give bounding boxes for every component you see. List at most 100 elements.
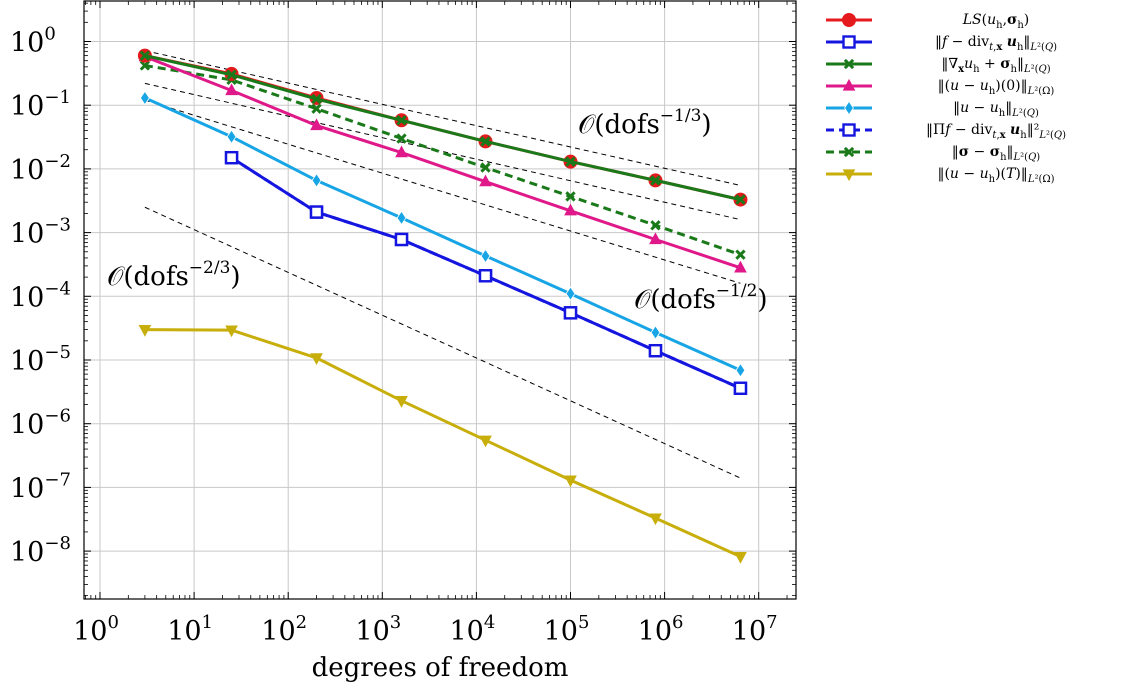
y-tick-label-exp: −3 bbox=[44, 215, 71, 236]
marker-x bbox=[565, 191, 576, 202]
annotation-rate-one-half: 𝒪(dofs−1/2) bbox=[634, 281, 768, 315]
plot-frame bbox=[83, 0, 797, 600]
marker-diamond bbox=[650, 325, 661, 340]
y-tick-label: 10−5 bbox=[10, 342, 71, 377]
marker-diamond bbox=[844, 100, 854, 116]
legend-label: ‖Πf − divt,x uh‖²L²(Q) bbox=[926, 122, 1066, 141]
series-line bbox=[144, 55, 741, 270]
marker-diamond bbox=[396, 210, 407, 226]
legend-label-box: ‖σ − σh‖L²(Q) bbox=[952, 144, 1040, 163]
legend-entry: LS(uh,σh) bbox=[826, 12, 1030, 31]
x-tick-label-base: 10 bbox=[167, 616, 201, 647]
marker-square bbox=[842, 123, 856, 137]
x-tick-label-exp: 4 bbox=[484, 612, 495, 633]
legend-entry: ‖∇xuh + σh‖L²(Q) bbox=[826, 56, 1051, 75]
marker-x bbox=[311, 93, 322, 105]
x-tick-label: 101 bbox=[167, 612, 213, 647]
annotation-rate-one-half-text: 𝒪(dofs bbox=[634, 285, 716, 315]
reference-line bbox=[144, 82, 741, 221]
legend-label-box: ‖f − divt,x uh‖L²(Q) bbox=[935, 34, 1057, 53]
y-tick-label-exp: −1 bbox=[44, 87, 71, 108]
series-3 bbox=[138, 49, 747, 273]
marker-square bbox=[733, 381, 748, 395]
marker-x bbox=[735, 249, 746, 260]
annotation-rate-one-third: 𝒪(dofs−1/3) bbox=[578, 106, 712, 140]
marker-triangle bbox=[734, 260, 747, 273]
reference-line bbox=[144, 99, 741, 284]
legend-label-box: ‖(u − uh)(0)‖L²(Ω) bbox=[937, 78, 1055, 97]
marker-diamond bbox=[226, 129, 237, 145]
marker-x bbox=[843, 58, 855, 70]
y-tick-label-base: 10 bbox=[10, 155, 44, 186]
series-2 bbox=[139, 50, 746, 205]
marker-triangle-down bbox=[842, 169, 856, 182]
x-tick-labels: 100 101 102 103 104 105 106 107 bbox=[73, 612, 778, 647]
series-1 bbox=[224, 150, 748, 395]
legend: LS(uh,σh) ‖f − divt,x uh‖L²(Q) ‖∇xuh + σh‖… bbox=[826, 12, 1066, 185]
legend-label: ‖u − uh‖L²(Q) bbox=[953, 100, 1039, 119]
x-tick-label: 102 bbox=[261, 612, 307, 647]
annotation-rate-two-thirds-exp: −2/3 bbox=[189, 258, 231, 278]
marker-triangle-down bbox=[225, 325, 238, 338]
annotation-rate-two-thirds: 𝒪(dofs−2/3) bbox=[107, 258, 241, 292]
y-tick-label: 100 bbox=[10, 24, 56, 59]
y-tick-label-exp: 0 bbox=[44, 24, 55, 45]
marker-x bbox=[396, 133, 407, 144]
y-tick-label: 10−6 bbox=[10, 406, 71, 441]
legend-entry: ‖(u − uh)(0)‖L²(Ω) bbox=[826, 78, 1055, 97]
y-tick-label: 10−4 bbox=[10, 278, 71, 313]
x-tick-label-base: 10 bbox=[449, 616, 483, 647]
series-line bbox=[144, 64, 741, 257]
marker-circle bbox=[842, 13, 856, 27]
legend-label-box: LS(uh,σh) bbox=[963, 12, 1030, 31]
y-tick-label-base: 10 bbox=[10, 537, 44, 568]
y-tick-label-base: 10 bbox=[10, 282, 44, 313]
tick-marks bbox=[84, 1, 796, 599]
marker-triangle-down bbox=[564, 475, 577, 488]
y-tick-label: 10−7 bbox=[10, 469, 71, 504]
legend-entry: ‖u − uh‖L²(Q) bbox=[826, 100, 1039, 119]
legend-entry: ‖(u − uh)(T)‖L²(Ω) bbox=[826, 166, 1055, 185]
series-line bbox=[144, 96, 742, 372]
y-tick-label-exp: −7 bbox=[44, 469, 71, 490]
x-tick-label: 105 bbox=[544, 612, 590, 647]
marker-square bbox=[224, 150, 239, 165]
y-tick-label: 10−3 bbox=[10, 215, 71, 250]
marker-x bbox=[480, 162, 491, 173]
marker-diamond bbox=[140, 90, 150, 106]
x-tick-label-base: 10 bbox=[638, 616, 672, 647]
marker-triangle bbox=[564, 203, 577, 216]
annotation-rate-one-half-exp: −1/2 bbox=[716, 281, 758, 301]
marker-triangle-down bbox=[734, 551, 747, 564]
y-tick-label-base: 10 bbox=[10, 473, 44, 504]
y-tick-label-exp: −5 bbox=[44, 342, 71, 363]
marker-x bbox=[735, 194, 746, 205]
marker-diamond bbox=[565, 286, 576, 301]
y-tick-label-exp: −4 bbox=[44, 278, 71, 299]
x-tick-label: 106 bbox=[638, 612, 684, 647]
marker-x bbox=[139, 60, 151, 71]
series-line bbox=[144, 328, 742, 558]
y-tick-label-exp: −8 bbox=[44, 533, 71, 554]
y-tick-label-base: 10 bbox=[10, 219, 44, 250]
y-tick-label-base: 10 bbox=[10, 410, 44, 441]
x-tick-label-exp: 7 bbox=[766, 612, 777, 633]
legend-label-box: ‖Πf − divt,x uh‖²L²(Q) bbox=[926, 122, 1066, 141]
x-tick-label-exp: 0 bbox=[107, 612, 118, 633]
legend-label: ‖(u − uh)(0)‖L²(Ω) bbox=[937, 78, 1055, 97]
marker-triangle bbox=[310, 118, 323, 131]
marker-triangle bbox=[842, 78, 856, 91]
reference-lines bbox=[144, 50, 741, 479]
marker-triangle-down bbox=[649, 513, 662, 526]
series-line bbox=[144, 54, 741, 202]
annotation-rate-one-half-close: ) bbox=[757, 285, 767, 315]
legend-label-box: ‖∇xuh + σh‖L²(Q) bbox=[941, 56, 1050, 75]
marker-x bbox=[139, 50, 151, 61]
legend-label-box: ‖u − uh‖L²(Q) bbox=[953, 100, 1039, 119]
legend-entry: ‖Πf − divt,x uh‖²L²(Q) bbox=[826, 122, 1066, 141]
legend-entry: ‖σ − σh‖L²(Q) bbox=[826, 144, 1040, 163]
y-tick-label-base: 10 bbox=[10, 91, 44, 122]
marker-square bbox=[842, 35, 856, 49]
marker-square bbox=[309, 205, 324, 219]
